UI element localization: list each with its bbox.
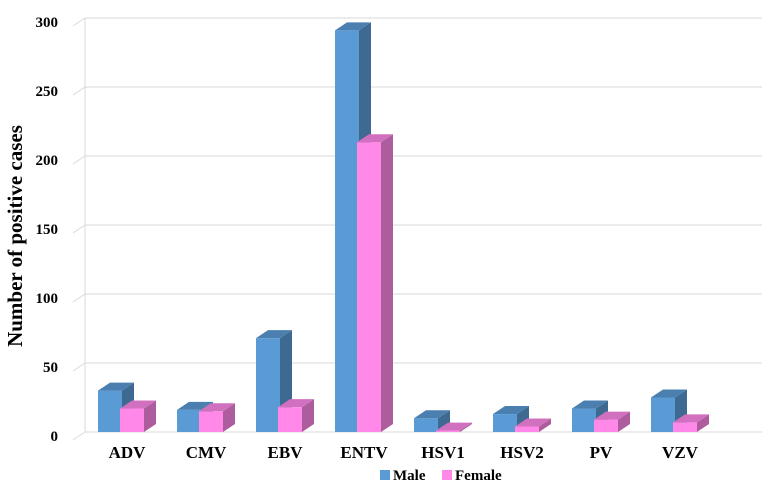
bars [98,22,709,432]
bar-front [673,422,697,432]
bar-male-hsv1 [414,410,450,432]
y-tick-label: 300 [36,15,59,31]
bar-front [594,419,618,432]
legend-swatch-female [442,470,452,480]
bar-front [335,30,359,432]
bar-side [438,410,450,432]
x-tick-label-ebv: EBV [268,443,304,462]
bar-top [651,389,687,398]
x-tick-label-pv: PV [590,443,613,462]
bar-female-cmv [199,403,235,432]
bar-side [697,414,709,432]
bar-front [120,408,144,432]
bar-front [177,409,201,432]
bar-front [414,418,438,432]
x-tick-label-entv: ENTV [340,443,388,462]
bar-female-vzv [673,414,709,432]
bar-front [256,338,280,432]
bar-top [414,410,450,419]
bar-front [493,414,517,432]
bar-top [436,422,472,431]
bar-top [199,403,235,412]
bar-female-pv [594,411,630,432]
y-tick-label: 50 [43,360,58,376]
y-tick-label: 250 [36,84,59,100]
gridline-depth [72,293,86,303]
bar-side [460,422,472,432]
bar-front [357,142,381,432]
bar-top [256,330,292,339]
bar-top [357,134,393,143]
bar-male-adv [98,382,134,432]
bar-side [539,418,551,432]
x-tick-label-hsv1: HSV1 [421,443,464,462]
bar-front [199,411,223,432]
bar-front [278,407,302,432]
legend-label-male: Male [393,468,426,483]
bar-top [335,22,371,31]
legend-swatch-male [380,470,390,480]
gridline-depth [72,17,86,27]
y-tick-label: 200 [36,153,59,169]
bar-front [572,408,596,432]
bar-top [594,411,630,420]
bar-top [493,406,529,415]
bar-top [278,399,314,408]
bar-front [651,397,675,432]
legend-label-female: Female [455,468,502,483]
y-axis-ticks: 0 50 100 150 200 250 300 [36,15,59,445]
bar-side [144,400,156,432]
x-tick-label-hsv2: HSV2 [500,443,543,462]
bar-top [177,401,213,410]
bar-side [381,134,393,432]
x-tick-label-vzv: VZV [662,443,699,462]
y-tick-label: 0 [51,429,59,445]
bar-front [436,430,460,432]
gridline-depth [72,362,86,372]
bar-side [618,411,630,432]
bar-top [673,414,709,423]
legend: Male Female [380,468,502,483]
bar-side [223,403,235,432]
gridline-depth [72,431,86,441]
bar-front [98,390,122,432]
bar-top [572,400,608,409]
gridline-depth [72,155,86,165]
x-axis-categories: ADV CMV EBV ENTV HSV1 HSV2 PV VZV [109,443,699,462]
bar-female-hsv1 [436,422,472,432]
bar-female-adv [120,400,156,432]
y-axis-label: Number of positive cases [3,125,27,347]
bar-top [515,418,551,427]
bar-front [515,426,539,432]
bar-top [98,382,134,391]
bar-side [302,399,314,432]
bar-top [120,400,156,409]
bar-female-ebv [278,399,314,432]
y-tick-label: 150 [36,222,59,238]
x-tick-label-cmv: CMV [186,443,227,462]
gridline-depth [72,224,86,234]
x-tick-label-adv: ADV [109,443,147,462]
gridlines [72,17,762,441]
bar-female-hsv2 [515,418,551,432]
bar-female-entv [357,134,393,432]
y-tick-label: 100 [36,291,59,307]
gridline-depth [72,86,86,96]
